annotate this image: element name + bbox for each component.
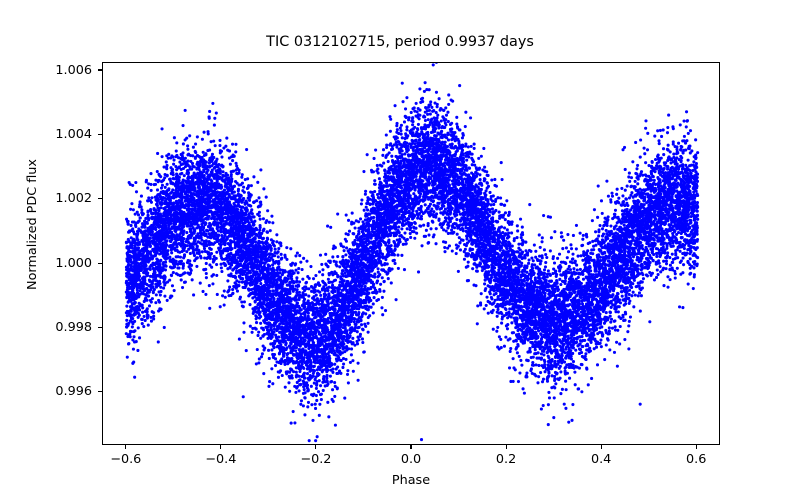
y-tick-mark xyxy=(98,69,102,71)
x-tick-label: −0.6 xyxy=(110,452,142,467)
x-tick-mark xyxy=(125,445,127,449)
y-tick-label: 1.004 xyxy=(55,126,92,142)
y-tick-label: 0.996 xyxy=(55,384,92,400)
y-tick-mark xyxy=(98,326,102,329)
y-axis-label: Normalized PDC flux xyxy=(25,159,40,290)
x-tick-label: 0.4 xyxy=(590,452,612,467)
x-tick-label: −0.4 xyxy=(205,452,237,467)
x-tick-label: 0.6 xyxy=(686,452,707,467)
y-tick-mark xyxy=(98,262,102,264)
x-tick-mark xyxy=(695,445,697,449)
x-axis-label: Phase xyxy=(391,473,431,488)
x-tick-mark xyxy=(410,445,412,449)
x-tick-label: 0.2 xyxy=(495,452,517,467)
y-tick-mark xyxy=(98,391,102,393)
y-tick-label: 1.006 xyxy=(55,62,92,78)
page-title: TIC 0312102715, period 0.9937 days xyxy=(266,34,534,50)
y-tick-label: 1.002 xyxy=(55,191,92,207)
y-tick-mark xyxy=(98,198,102,200)
scatter-plot-canvas xyxy=(103,63,719,444)
x-tick-label: −0.2 xyxy=(300,452,332,467)
x-tick-label: 0.0 xyxy=(400,452,422,467)
y-tick-mark xyxy=(98,133,102,135)
x-tick-mark xyxy=(505,445,507,449)
x-tick-mark xyxy=(315,445,317,449)
y-tick-label: 1.000 xyxy=(55,255,92,271)
y-tick-label: 0.998 xyxy=(55,320,92,336)
x-tick-mark xyxy=(600,445,602,449)
x-tick-mark xyxy=(220,445,222,449)
